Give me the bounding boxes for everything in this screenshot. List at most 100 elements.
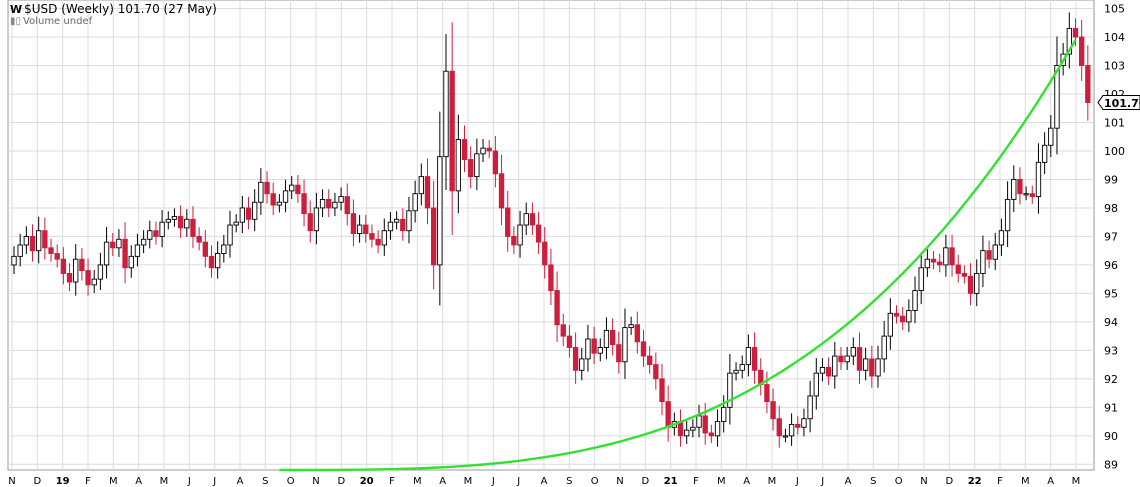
candle-body <box>998 230 1005 246</box>
candle-up <box>381 218 387 256</box>
candle-body <box>91 278 97 286</box>
candle-up <box>147 220 153 249</box>
candle-up <box>437 111 443 306</box>
candle-down <box>776 405 782 448</box>
candle-up <box>184 209 190 237</box>
candle-body <box>486 147 492 152</box>
candle-down <box>177 205 184 238</box>
y-tick-label: 98 <box>1104 202 1118 215</box>
candle-body <box>17 244 23 257</box>
y-tick-label: 89 <box>1104 458 1118 471</box>
candle-down <box>122 222 128 284</box>
x-tick-label: M <box>1072 476 1081 487</box>
candle-up <box>214 241 221 279</box>
candle-body <box>554 290 560 326</box>
candle-up <box>480 139 486 163</box>
candle-down <box>54 244 60 268</box>
candle-body <box>646 355 653 366</box>
candle-body <box>727 372 733 408</box>
y-tick-label: 104 <box>1104 31 1125 44</box>
candle-body <box>659 378 665 403</box>
candle-down <box>1085 45 1091 121</box>
candle-down <box>307 200 313 243</box>
candle-body <box>418 176 424 195</box>
candle-up <box>906 299 912 332</box>
candle-body <box>110 241 116 249</box>
candle-body <box>196 235 202 243</box>
candle-up <box>745 334 752 377</box>
candle-body <box>579 358 585 371</box>
candle-body <box>591 338 597 354</box>
candle-body <box>807 395 813 420</box>
candle-down <box>825 357 832 386</box>
candle-body <box>122 238 128 269</box>
candle-down <box>264 171 270 204</box>
candle-down <box>591 326 597 365</box>
candle-up <box>727 354 733 425</box>
candle-down <box>363 214 369 243</box>
candle-down <box>42 217 48 260</box>
candle-body <box>548 264 554 291</box>
candle-up <box>597 338 603 362</box>
candle-body <box>542 241 548 266</box>
candle-up <box>788 413 795 446</box>
candle-up <box>523 202 529 236</box>
x-tick-label: M <box>768 476 777 487</box>
candle-up <box>406 196 412 244</box>
candle-up <box>73 244 79 296</box>
candle-body <box>332 201 338 209</box>
candle-up <box>97 252 104 291</box>
x-tick-label: A <box>1047 476 1054 487</box>
candle-body <box>424 176 431 209</box>
candle-up <box>832 341 838 389</box>
candle-up <box>233 214 239 233</box>
candle-body <box>881 335 887 360</box>
candle-up <box>875 345 881 388</box>
candle-up <box>313 192 320 245</box>
candle-body <box>60 258 67 274</box>
candle-down <box>1029 185 1035 204</box>
candle-down <box>270 182 276 216</box>
candle-up <box>387 212 394 240</box>
candle-down <box>893 305 900 324</box>
candle-down <box>190 206 196 249</box>
candle-up <box>1048 115 1054 158</box>
candle-body <box>776 418 782 437</box>
candle-up <box>974 259 980 307</box>
candle-body <box>788 423 795 437</box>
candle-up <box>807 380 813 433</box>
candle-down <box>344 183 350 226</box>
candle-body <box>406 210 412 232</box>
chart-title-row: W $USD (Weekly) 101.70 (27 May) <box>10 3 217 17</box>
candle-down <box>751 332 758 384</box>
candle-up <box>239 195 246 234</box>
candle-up <box>227 210 233 258</box>
candle-up <box>159 210 165 248</box>
candle-down <box>369 224 375 248</box>
candle-body <box>313 207 320 232</box>
candle-up <box>690 419 696 438</box>
y-tick-label: 105 <box>1104 3 1125 16</box>
candle-body <box>177 216 184 229</box>
candle-up <box>1004 181 1011 248</box>
candle-body <box>733 369 739 374</box>
candle-body <box>140 238 147 246</box>
candle-down <box>449 22 455 235</box>
candle-body <box>54 253 60 260</box>
candle-down <box>702 402 708 445</box>
candle-down <box>542 227 548 279</box>
candle-body <box>412 193 418 212</box>
candle-body <box>184 218 190 229</box>
candle-down <box>153 221 159 245</box>
x-tick-label: D <box>33 476 41 487</box>
candle-body <box>992 244 998 260</box>
candle-body <box>1017 179 1023 195</box>
candle-down <box>301 179 307 227</box>
y-tick-label: 95 <box>1104 287 1118 300</box>
candle-up <box>418 163 424 206</box>
plot-frame <box>7 0 1095 471</box>
candle-up <box>23 226 30 255</box>
candle-down <box>961 265 968 284</box>
candle-down <box>245 196 252 230</box>
